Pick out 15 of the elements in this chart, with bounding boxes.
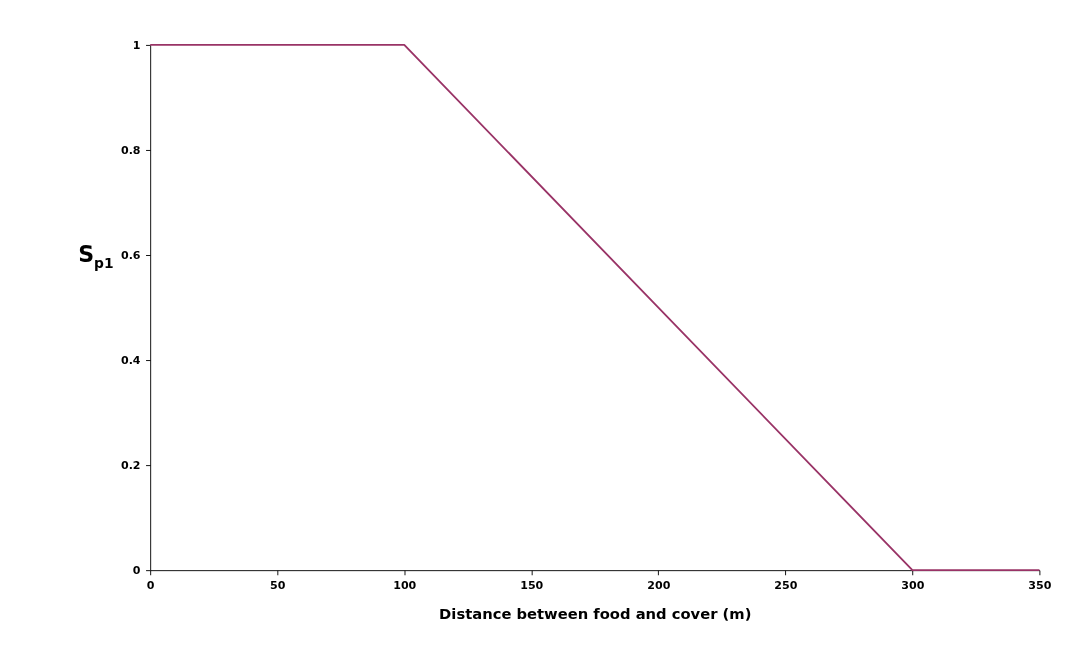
x-tick-label: 100 [393, 579, 417, 593]
y-tick-label: 0.8 [120, 144, 141, 158]
x-tick-label: 0 [146, 579, 155, 593]
x-tick-label: 150 [520, 579, 544, 593]
x-tick-label: 200 [647, 579, 671, 593]
x-tick-label: 300 [901, 579, 925, 593]
x-tick-label: 50 [270, 579, 286, 593]
y-tick-label: 0 [132, 564, 141, 578]
y-tick-label: 1 [132, 39, 141, 53]
y-tick-label: 0.6 [120, 249, 141, 263]
y-tick-label: 0.4 [120, 354, 141, 368]
x-tick-label: 350 [1028, 579, 1052, 593]
x-axis-title: Distance between food and cover (m) [439, 605, 752, 623]
y-tick-label: 0.2 [120, 459, 141, 473]
x-tick-label: 250 [774, 579, 798, 593]
